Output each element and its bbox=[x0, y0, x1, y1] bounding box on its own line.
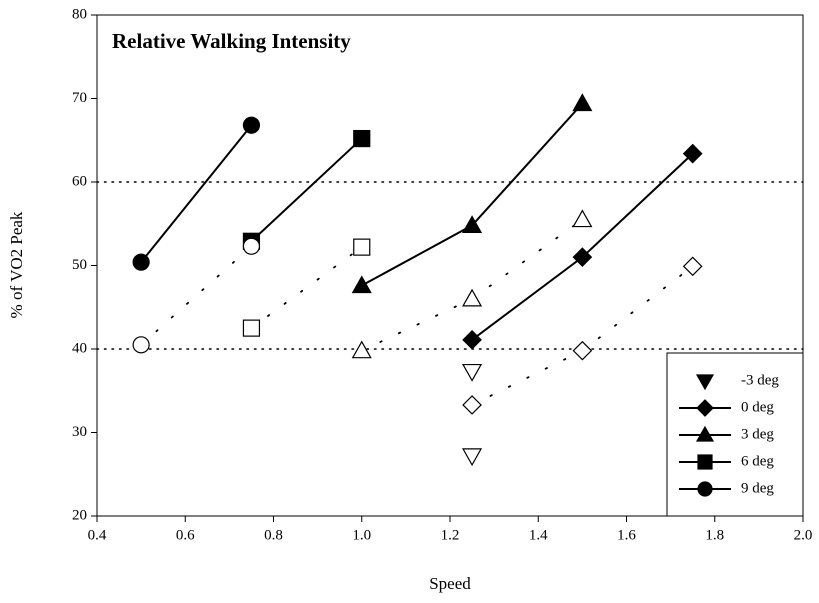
x-tick-label: 0.4 bbox=[88, 527, 107, 543]
series-line bbox=[140, 245, 253, 346]
x-tick-label: 1.8 bbox=[705, 527, 724, 543]
data-point bbox=[353, 238, 371, 256]
legend-label: 6 deg bbox=[741, 453, 774, 469]
x-tick-label: 1.6 bbox=[617, 527, 636, 543]
series-line bbox=[471, 265, 694, 406]
data-point bbox=[462, 329, 482, 350]
series-line bbox=[360, 218, 584, 352]
data-point bbox=[242, 319, 261, 337]
data-point bbox=[572, 209, 593, 228]
legend-label: 9 deg bbox=[741, 480, 774, 496]
data-point bbox=[572, 93, 593, 112]
x-tick-label: 1.0 bbox=[352, 527, 371, 543]
data-point bbox=[462, 395, 482, 415]
data-point bbox=[682, 143, 703, 164]
y-tick-label: 20 bbox=[72, 507, 87, 523]
data-point bbox=[351, 340, 372, 359]
y-tick-label: 50 bbox=[72, 257, 87, 273]
x-tick-label: 1.2 bbox=[441, 527, 460, 543]
data-point bbox=[351, 275, 372, 294]
data-point bbox=[572, 247, 593, 267]
data-point bbox=[132, 253, 150, 271]
y-tick-label: 70 bbox=[72, 90, 87, 106]
data-point bbox=[132, 336, 150, 354]
y-tick-label: 60 bbox=[72, 173, 87, 189]
series-line bbox=[361, 102, 584, 287]
data-point bbox=[242, 116, 261, 134]
legend-label: 0 deg bbox=[741, 399, 774, 415]
series-line bbox=[250, 246, 363, 330]
legend-marker bbox=[696, 399, 714, 417]
x-tick-label: 0.6 bbox=[176, 527, 195, 543]
legend-label: -3 deg bbox=[741, 372, 779, 388]
series-line bbox=[140, 124, 253, 263]
data-point bbox=[353, 129, 371, 148]
data-point bbox=[572, 340, 593, 361]
x-tick-label: 2.0 bbox=[794, 527, 813, 543]
legend-marker bbox=[695, 425, 715, 442]
x-tick-label: 0.8 bbox=[264, 527, 283, 543]
x-tick-label: 1.4 bbox=[529, 527, 548, 543]
chart-title: Relative Walking Intensity bbox=[112, 29, 351, 53]
y-tick-label: 30 bbox=[72, 424, 87, 440]
data-point bbox=[462, 215, 483, 234]
legend-label: 3 deg bbox=[741, 426, 774, 442]
series-line bbox=[250, 137, 363, 243]
data-point bbox=[682, 256, 703, 277]
data-point bbox=[462, 363, 483, 382]
y-tick-label: 80 bbox=[72, 6, 87, 22]
x-axis-label: Speed bbox=[429, 574, 471, 593]
legend-marker bbox=[697, 481, 713, 497]
legend-marker bbox=[697, 454, 713, 470]
data-point bbox=[462, 448, 483, 467]
y-axis-label: % of VO2 Peak bbox=[7, 211, 26, 318]
data-point bbox=[462, 288, 483, 307]
y-tick-label: 40 bbox=[72, 340, 87, 356]
legend-marker bbox=[695, 374, 715, 391]
data-point bbox=[242, 237, 261, 255]
